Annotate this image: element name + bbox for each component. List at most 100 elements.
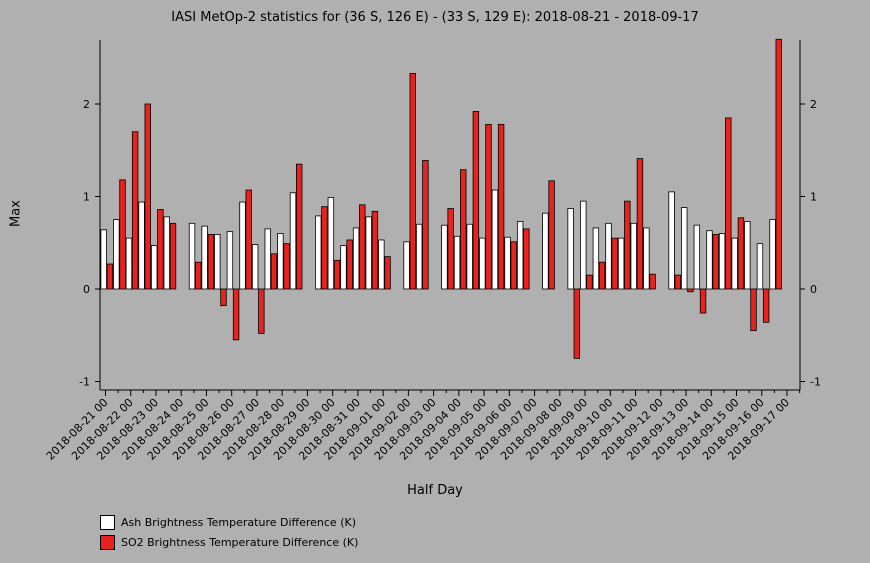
ash-bar — [744, 221, 751, 290]
so2-bar — [586, 274, 593, 290]
so2-bar — [510, 241, 517, 290]
ash-bar — [188, 222, 196, 290]
y-tick-label-right: 1 — [810, 191, 817, 204]
ash-bar — [668, 191, 675, 290]
y-tick-label-left: 2 — [83, 98, 90, 111]
so2-bar — [346, 239, 353, 290]
so2-bar — [384, 256, 391, 290]
so2-bar — [725, 117, 732, 290]
so2-swatch — [100, 534, 115, 550]
ash-bar — [592, 227, 600, 290]
ash-bar — [239, 201, 246, 290]
y-tick-label-right: 0 — [810, 283, 817, 296]
so2-bar — [497, 123, 505, 290]
so2-bar — [295, 163, 303, 290]
so2-bar — [131, 131, 139, 290]
so2-bar — [548, 180, 555, 290]
ash-bar — [706, 230, 713, 290]
so2-bar — [762, 288, 770, 323]
x-axis-label: Half Day — [407, 483, 463, 498]
so2-bar — [649, 273, 656, 290]
ash-bar — [516, 221, 524, 290]
ash-bar — [138, 201, 145, 290]
so2-bar — [169, 222, 177, 290]
so2-bar — [359, 204, 366, 290]
ash-bar — [769, 219, 776, 290]
so2-bar — [220, 288, 227, 307]
so2-bar — [687, 288, 694, 293]
so2-bar — [611, 237, 618, 290]
ash-bar — [315, 215, 322, 290]
ash-bar — [491, 189, 499, 290]
legend-item-so2: SO2 Brightness Temperature Difference (K… — [100, 532, 358, 552]
so2-bar — [573, 288, 581, 359]
ash-bar — [605, 222, 612, 290]
so2-bar — [283, 243, 290, 290]
ash-bar — [415, 223, 423, 290]
legend-label-so2: SO2 Brightness Temperature Difference (K… — [121, 535, 359, 549]
ash-bar — [756, 243, 764, 290]
ash-bar — [201, 225, 208, 290]
legend-item-ash: Ash Brightness Temperature Difference (K… — [100, 512, 358, 532]
ash-bar — [125, 237, 133, 290]
ash-bar — [378, 239, 385, 290]
ash-bar — [567, 208, 574, 290]
ash-bar — [718, 233, 726, 290]
ash-bar — [226, 231, 234, 290]
so2-bar — [624, 200, 631, 290]
legend: Ash Brightness Temperature Difference (K… — [100, 512, 358, 552]
y-tick-label-left: -1 — [79, 376, 90, 389]
ash-bar — [163, 216, 170, 290]
ash-bar — [630, 222, 637, 290]
so2-bar — [195, 261, 202, 290]
so2-bar — [422, 160, 429, 290]
ash-bar — [352, 227, 360, 290]
so2-bar — [485, 123, 492, 290]
ash-bar — [504, 236, 511, 290]
y-tick-label-left: 0 — [83, 283, 90, 296]
ash-bar — [617, 237, 625, 290]
ash-bar — [327, 197, 335, 290]
so2-bar — [333, 259, 341, 290]
ash-bar — [340, 245, 347, 290]
so2-bar — [207, 234, 215, 290]
so2-bar — [775, 38, 782, 290]
so2-bar — [245, 189, 252, 290]
so2-bar — [598, 261, 606, 290]
ash-bar — [214, 234, 221, 290]
so2-bar — [750, 288, 757, 332]
ash-bar — [580, 200, 587, 290]
ash-bar — [479, 237, 486, 290]
so2-bar — [119, 179, 126, 290]
so2-bar — [447, 208, 454, 290]
ash-bar — [693, 224, 701, 290]
so2-bar — [472, 111, 480, 290]
ash-bar — [453, 235, 461, 290]
so2-bar — [523, 228, 530, 290]
so2-bar — [106, 263, 114, 290]
ash-bar — [365, 216, 372, 290]
so2-bar — [157, 209, 164, 290]
ash-bar — [731, 237, 738, 290]
ash-bar — [441, 224, 448, 290]
so2-bar — [674, 274, 681, 290]
so2-bar — [636, 158, 644, 290]
ash-bar — [113, 219, 120, 290]
so2-bar — [699, 288, 707, 314]
ash-bar — [264, 228, 271, 290]
so2-bar — [371, 210, 379, 290]
so2-bar — [321, 206, 328, 290]
ash-bar — [251, 244, 259, 290]
ash-swatch — [100, 514, 115, 530]
chart-title: IASI MetOp-2 statistics for (36 S, 126 E… — [171, 10, 699, 25]
y-tick-label-left: 1 — [83, 191, 90, 204]
so2-bar — [270, 253, 278, 290]
ash-bar — [100, 229, 107, 290]
so2-bar — [144, 103, 151, 290]
ash-bar — [542, 212, 549, 290]
so2-bar — [712, 234, 719, 290]
ash-bar — [643, 227, 650, 290]
ash-bar — [277, 233, 284, 290]
so2-bar — [409, 73, 416, 290]
